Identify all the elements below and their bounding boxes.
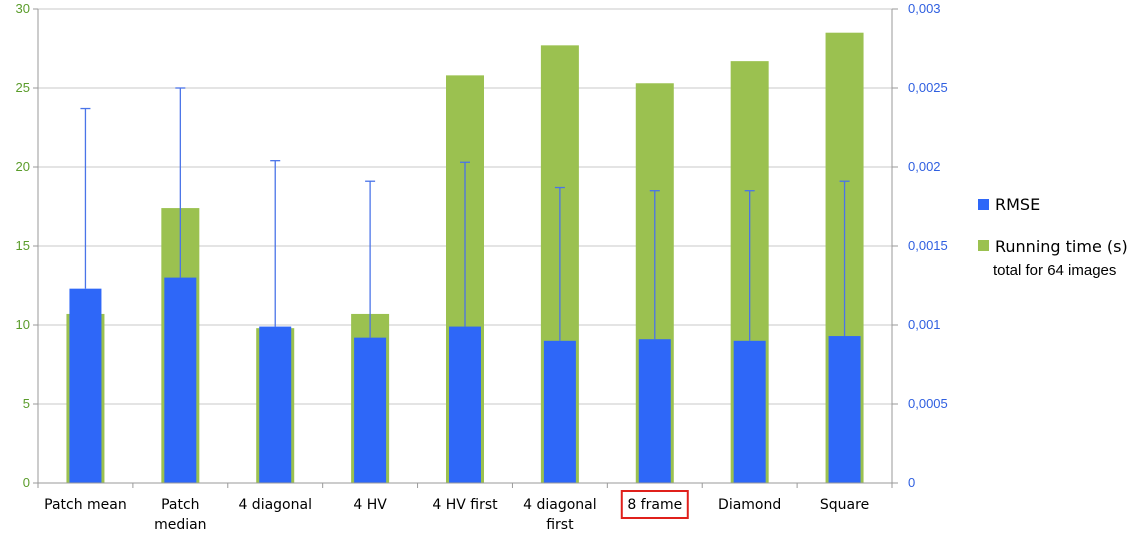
right-tick-label: 0,002: [908, 159, 941, 174]
legend: RMSE Running time (s) total for 64 images: [978, 195, 1128, 279]
category-label: 8 frame: [627, 497, 682, 513]
left-tick-label: 25: [16, 80, 30, 95]
rmse-bar: [164, 277, 197, 483]
right-tick-label: 0,003: [908, 1, 941, 16]
left-tick-label: 5: [23, 396, 30, 411]
left-tick-label: 20: [16, 159, 30, 174]
rmse-bar: [259, 326, 292, 483]
legend-label-rmse: RMSE: [995, 195, 1040, 214]
legend-sublabel-running-time: total for 64 images: [993, 262, 1116, 279]
rmse-bar: [354, 337, 387, 483]
category-labels: Patch mean Patch median 4 diagonal 4 HV 4 HV …: [44, 490, 869, 533]
category-label: first: [546, 517, 574, 533]
rmse-bar: [828, 336, 861, 483]
right-tick-label: 0: [908, 475, 915, 490]
legend-swatch-running-time: [978, 240, 989, 251]
category-label: Patch mean: [44, 497, 127, 513]
legend-swatch-rmse: [978, 199, 989, 210]
left-tick-label: 10: [16, 317, 30, 332]
category-label: 4 HV first: [432, 497, 498, 513]
right-tick-label: 0,0005: [908, 396, 948, 411]
rmse-bar: [69, 288, 102, 483]
rmse-bar: [638, 339, 671, 483]
rmse-error-bars: [80, 87, 850, 341]
right-axis-ticks: 0 0,0005 0,001 0,0015 0,002 0,0025 0,003: [892, 1, 948, 490]
right-tick-label: 0,0015: [908, 238, 948, 253]
left-tick-label: 0: [23, 475, 30, 490]
left-axis-ticks: 0 5 10 15 20 25 30: [16, 1, 38, 490]
category-label: 4 HV: [353, 497, 387, 513]
category-label: median: [154, 517, 206, 533]
category-label: Square: [820, 497, 869, 513]
rmse-bar: [449, 326, 481, 483]
left-tick-label: 15: [16, 238, 30, 253]
category-label: Diamond: [718, 497, 781, 513]
rmse-bar: [543, 340, 576, 483]
left-tick-label: 30: [16, 1, 30, 16]
right-tick-label: 0,001: [908, 317, 941, 332]
rmse-bar: [733, 340, 766, 483]
highlight-box: [620, 490, 689, 519]
category-label: 4 diagonal: [523, 497, 597, 513]
category-label: Patch: [161, 497, 199, 513]
legend-label-running-time: Running time (s): [995, 237, 1128, 256]
category-label: 4 diagonal: [238, 497, 312, 513]
rmse-bars: [69, 277, 861, 483]
right-tick-label: 0,0025: [908, 80, 948, 95]
